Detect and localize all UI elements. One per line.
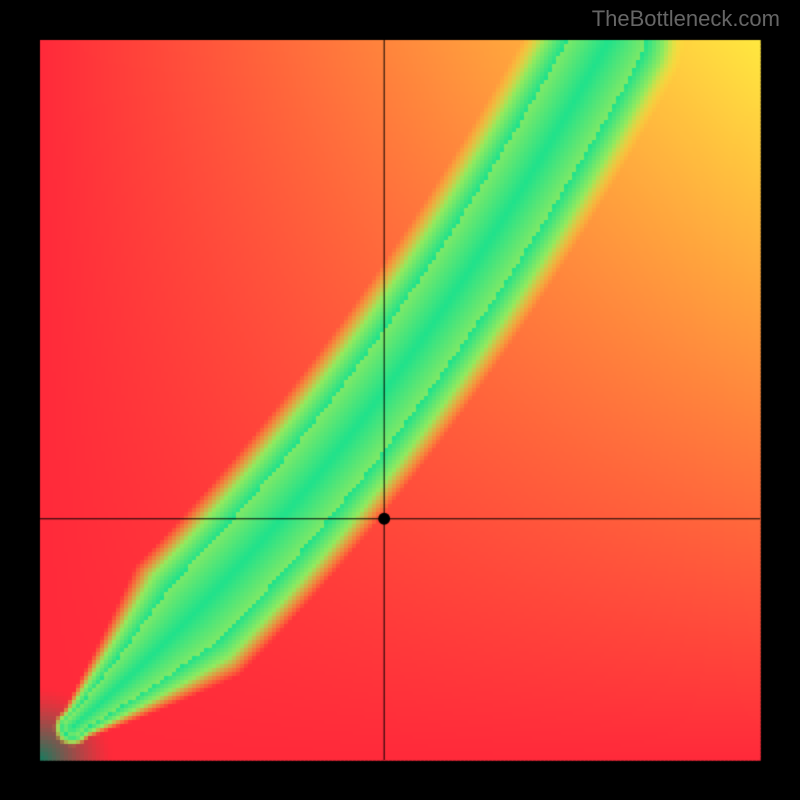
watermark-text: TheBottleneck.com (592, 6, 780, 32)
chart-container: TheBottleneck.com (0, 0, 800, 800)
bottleneck-heatmap (0, 0, 800, 800)
